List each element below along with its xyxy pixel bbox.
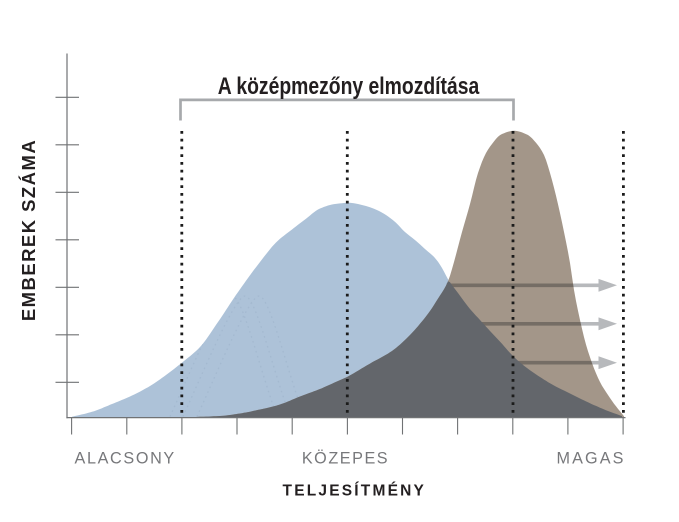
svg-text:KÖZEPES: KÖZEPES [302,450,389,468]
svg-text:TELJESÍTMÉNY: TELJESÍTMÉNY [283,483,427,500]
svg-text:EMBEREK SZÁMA: EMBEREK SZÁMA [18,139,39,321]
svg-text:A középmezőny elmozdítása: A középmezőny elmozdítása [218,72,480,100]
svg-text:ALACSONY: ALACSONY [75,450,176,468]
svg-text:MAGAS: MAGAS [557,450,626,468]
